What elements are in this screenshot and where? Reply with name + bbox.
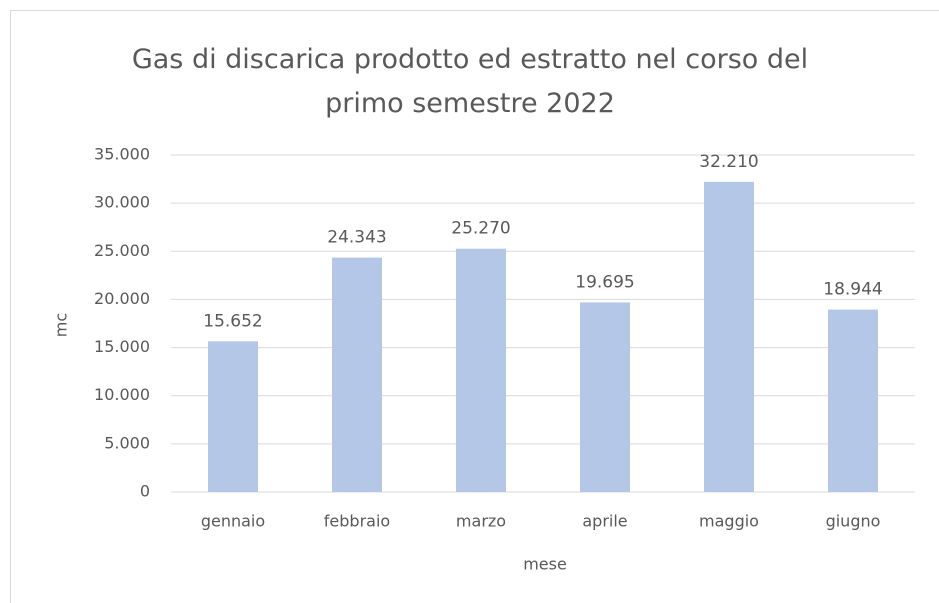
x-tick-label: gennaio bbox=[201, 512, 265, 531]
value-label: 19.695 bbox=[575, 272, 634, 292]
y-tick-label: 0 bbox=[140, 482, 150, 501]
value-label: 18.944 bbox=[823, 280, 882, 300]
y-axis-label: mc bbox=[52, 313, 71, 337]
y-tick-label: 30.000 bbox=[94, 193, 150, 212]
value-label: 32.210 bbox=[699, 152, 758, 172]
y-tick-label: 35.000 bbox=[94, 145, 150, 164]
bar bbox=[208, 341, 258, 492]
x-tick-label: febbraio bbox=[324, 512, 390, 531]
y-tick-label: 5.000 bbox=[104, 433, 150, 452]
value-label: 25.270 bbox=[451, 219, 510, 239]
bar bbox=[332, 257, 382, 492]
y-tick-label: 25.000 bbox=[94, 241, 150, 260]
x-tick-label: marzo bbox=[456, 512, 506, 531]
value-label: 15.652 bbox=[203, 311, 262, 331]
bar bbox=[580, 302, 630, 492]
x-axis-label: mese bbox=[523, 555, 567, 574]
x-tick-label: maggio bbox=[699, 512, 759, 531]
x-tick-label: giugno bbox=[826, 512, 881, 531]
y-tick-label: 20.000 bbox=[94, 289, 150, 308]
y-tick-label: 10.000 bbox=[94, 385, 150, 404]
bar bbox=[456, 248, 506, 492]
chart-title: Gas di discarica prodotto ed estratto ne… bbox=[131, 44, 809, 119]
bar bbox=[828, 309, 878, 492]
x-tick-label: aprile bbox=[582, 512, 627, 531]
bar bbox=[704, 181, 754, 492]
value-label: 24.343 bbox=[327, 228, 386, 248]
y-tick-label: 15.000 bbox=[94, 337, 150, 356]
